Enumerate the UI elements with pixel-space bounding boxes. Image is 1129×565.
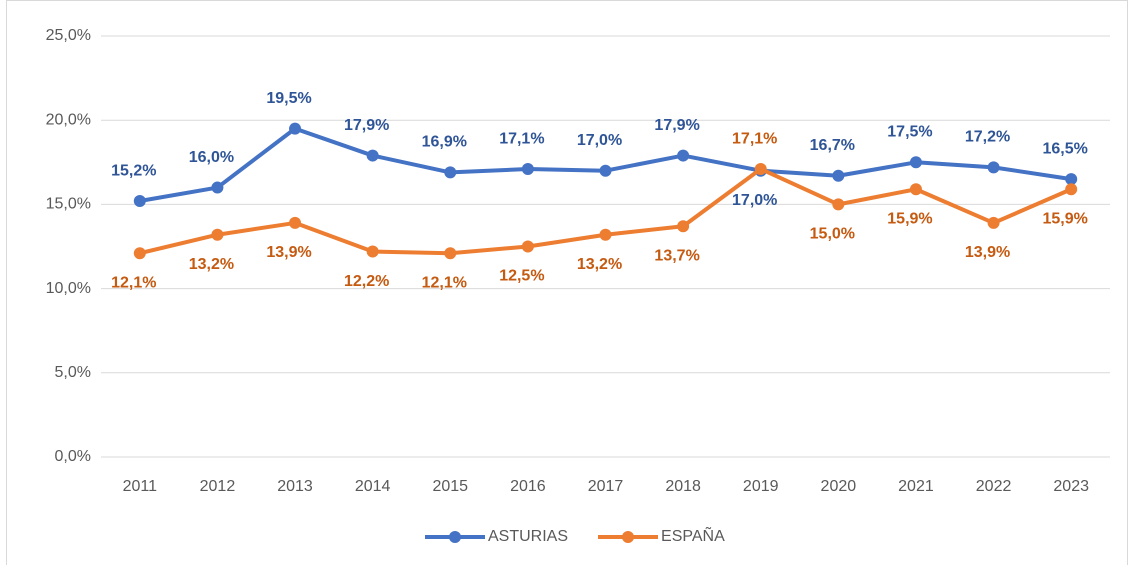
data-point — [599, 228, 612, 241]
data-label: 17,5% — [887, 124, 932, 141]
y-tick-label: 5,0% — [55, 364, 91, 381]
data-label: 16,0% — [189, 149, 234, 166]
legend-marker — [622, 531, 635, 543]
data-label: 12,5% — [499, 268, 544, 285]
data-point — [987, 216, 1000, 229]
data-label: 16,9% — [422, 134, 467, 151]
data-label: 12,2% — [344, 273, 389, 290]
x-tick-label: 2011 — [123, 478, 158, 495]
data-point — [366, 149, 379, 162]
x-tick-label: 2013 — [277, 478, 313, 495]
data-label: 17,9% — [654, 117, 699, 134]
data-point — [909, 183, 922, 196]
y-tick-label: 0,0% — [55, 448, 91, 465]
data-label: 15,2% — [111, 162, 156, 179]
data-point — [289, 122, 302, 135]
y-tick-label: 10,0% — [46, 280, 91, 297]
data-point — [289, 216, 302, 229]
data-point — [832, 169, 845, 182]
data-label: 13,9% — [965, 244, 1010, 261]
y-tick-label: 20,0% — [46, 111, 91, 128]
data-label: 12,1% — [422, 274, 467, 291]
data-label: 13,9% — [266, 244, 311, 261]
data-point — [521, 240, 534, 253]
data-label: 12,1% — [111, 274, 156, 291]
data-point — [754, 163, 767, 176]
data-point — [599, 164, 612, 177]
data-point — [987, 161, 1000, 174]
data-label: 17,2% — [965, 129, 1010, 146]
data-label: 15,0% — [810, 226, 855, 243]
data-point — [1065, 173, 1078, 186]
data-point — [366, 245, 379, 258]
data-point — [444, 166, 457, 179]
data-label: 16,7% — [810, 137, 855, 154]
x-tick-label: 2020 — [821, 478, 857, 495]
data-label: 13,7% — [654, 248, 699, 265]
data-label: 17,9% — [344, 117, 389, 134]
y-tick-label: 25,0% — [46, 27, 91, 44]
data-point — [133, 247, 146, 260]
data-label: 13,2% — [577, 256, 622, 273]
data-label: 15,9% — [887, 210, 932, 227]
data-point — [521, 163, 534, 176]
data-point — [677, 220, 690, 233]
x-tick-label: 2023 — [1053, 478, 1089, 495]
data-point — [832, 198, 845, 211]
data-point — [211, 181, 224, 194]
data-label: 19,5% — [266, 90, 311, 107]
data-point — [1065, 183, 1078, 196]
x-tick-label: 2022 — [976, 478, 1012, 495]
data-label: 17,0% — [732, 192, 777, 209]
data-label: 13,2% — [189, 256, 234, 273]
data-label: 17,0% — [577, 132, 622, 149]
legend-label: ESPAÑA — [661, 525, 725, 545]
x-tick-label: 2019 — [743, 478, 779, 495]
x-tick-label: 2016 — [510, 478, 546, 495]
data-point — [677, 149, 690, 162]
x-tick-label: 2017 — [588, 478, 624, 495]
data-label: 16,5% — [1043, 140, 1088, 157]
data-point — [444, 247, 457, 260]
data-point — [133, 195, 146, 208]
legend-label: ASTURIAS — [488, 528, 568, 545]
data-point — [909, 156, 922, 169]
x-tick-label: 2012 — [200, 478, 236, 495]
x-tick-label: 2014 — [355, 478, 391, 495]
x-tick-label: 2021 — [898, 478, 934, 495]
y-tick-label: 15,0% — [46, 196, 91, 213]
legend-marker — [449, 531, 461, 543]
x-tick-label: 2018 — [665, 478, 701, 495]
x-tick-label: 2015 — [432, 478, 468, 495]
data-point — [211, 228, 224, 241]
data-label: 17,1% — [732, 130, 777, 147]
chart-border — [6, 0, 1128, 565]
data-label: 15,9% — [1043, 210, 1088, 227]
data-label: 17,1% — [499, 130, 544, 147]
